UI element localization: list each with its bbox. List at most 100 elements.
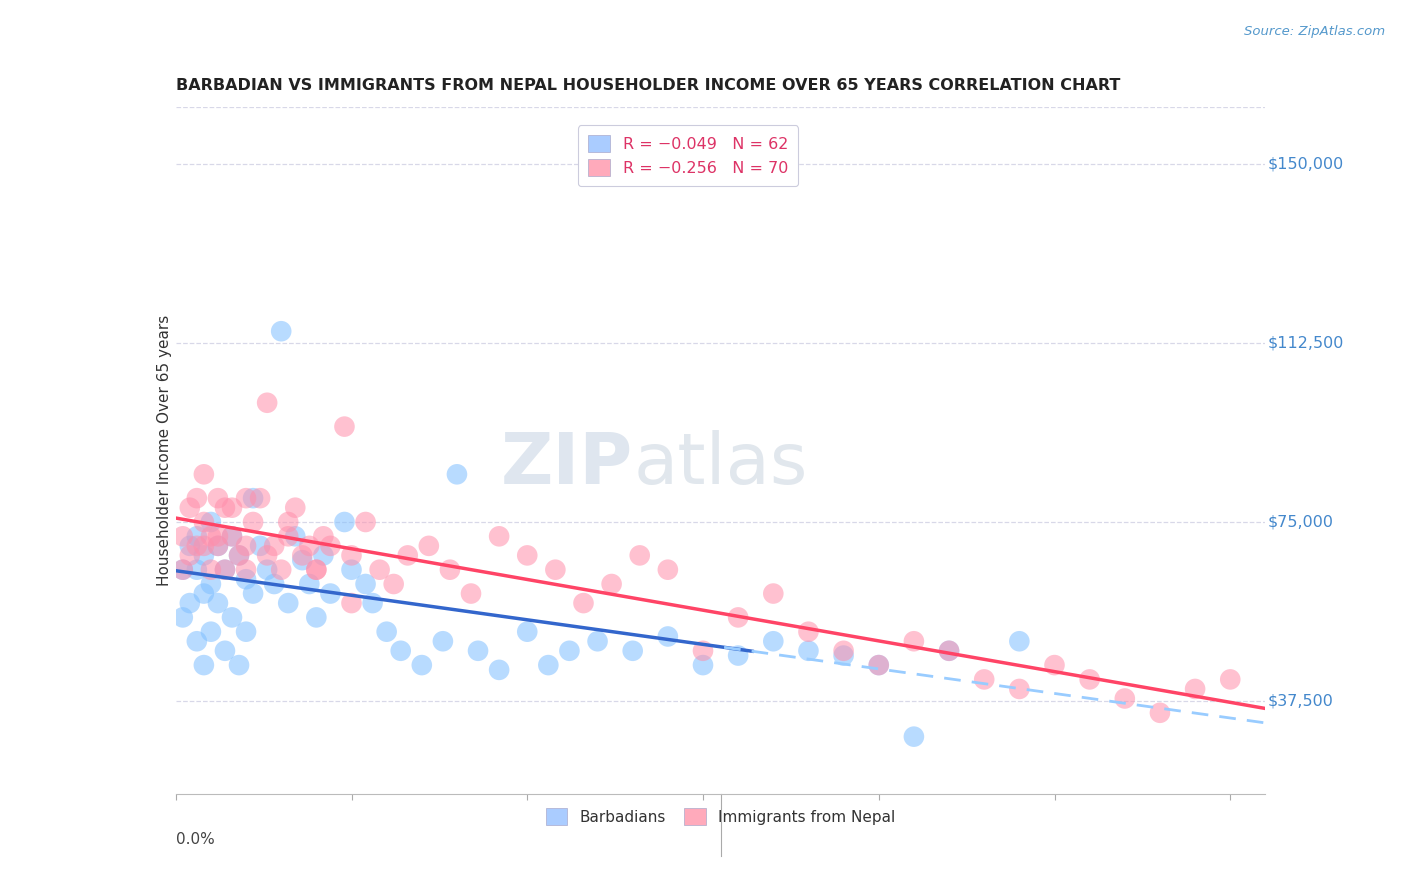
Point <box>439 563 461 577</box>
Text: $150,000: $150,000 <box>1268 157 1344 172</box>
Point <box>354 515 377 529</box>
Point <box>228 549 250 563</box>
Point <box>277 529 299 543</box>
Point <box>172 610 194 624</box>
Point <box>411 658 433 673</box>
Point <box>235 539 257 553</box>
Point <box>193 539 215 553</box>
Point <box>797 624 820 639</box>
Point <box>319 539 342 553</box>
Point <box>537 658 560 673</box>
Point <box>762 586 785 600</box>
Point <box>1008 634 1031 648</box>
Point <box>1149 706 1171 720</box>
Point <box>600 577 623 591</box>
Point <box>221 529 243 543</box>
Point <box>207 491 229 505</box>
Point <box>418 539 440 553</box>
Point <box>333 515 356 529</box>
Point <box>193 515 215 529</box>
Point <box>235 572 257 586</box>
Point <box>340 549 363 563</box>
Point <box>1078 673 1101 687</box>
Text: $112,500: $112,500 <box>1268 335 1344 351</box>
Point <box>200 529 222 543</box>
Point <box>361 596 384 610</box>
Point <box>621 644 644 658</box>
Point <box>221 529 243 543</box>
Point <box>692 644 714 658</box>
Point <box>762 634 785 648</box>
Point <box>207 596 229 610</box>
Point <box>488 663 510 677</box>
Point <box>572 596 595 610</box>
Point <box>207 529 229 543</box>
Point <box>193 586 215 600</box>
Point <box>727 610 749 624</box>
Text: atlas: atlas <box>633 430 808 499</box>
Point <box>193 549 215 563</box>
Point <box>312 549 335 563</box>
Point <box>868 658 890 673</box>
Point <box>368 563 391 577</box>
Point <box>186 491 208 505</box>
Text: $37,500: $37,500 <box>1268 693 1333 708</box>
Point <box>305 563 328 577</box>
Point <box>172 563 194 577</box>
Point <box>200 515 222 529</box>
Point <box>291 549 314 563</box>
Point <box>172 563 194 577</box>
Point <box>298 539 321 553</box>
Point <box>319 586 342 600</box>
Point <box>382 577 405 591</box>
Point <box>214 500 236 515</box>
Point <box>242 491 264 505</box>
Point <box>354 577 377 591</box>
Point <box>832 644 855 658</box>
Text: 0.0%: 0.0% <box>176 831 215 847</box>
Point <box>558 644 581 658</box>
Point <box>263 539 285 553</box>
Point <box>207 539 229 553</box>
Point <box>193 467 215 482</box>
Point <box>235 624 257 639</box>
Point <box>179 549 201 563</box>
Point <box>221 610 243 624</box>
Point <box>221 500 243 515</box>
Point <box>284 529 307 543</box>
Point <box>1219 673 1241 687</box>
Point <box>1008 681 1031 696</box>
Point <box>179 539 201 553</box>
Point <box>333 419 356 434</box>
Point <box>214 563 236 577</box>
Point <box>242 515 264 529</box>
Text: Source: ZipAtlas.com: Source: ZipAtlas.com <box>1244 25 1385 38</box>
Point <box>249 539 271 553</box>
Point <box>200 563 222 577</box>
Point <box>270 563 292 577</box>
Point <box>375 624 398 639</box>
Point <box>432 634 454 648</box>
Text: $75,000: $75,000 <box>1268 515 1333 530</box>
Point <box>389 644 412 658</box>
Text: ZIP: ZIP <box>501 430 633 499</box>
Point <box>460 586 482 600</box>
Point <box>938 644 960 658</box>
Point <box>277 515 299 529</box>
Point <box>214 644 236 658</box>
Point <box>516 624 538 639</box>
Point <box>586 634 609 648</box>
Point <box>727 648 749 663</box>
Point <box>249 491 271 505</box>
Point <box>312 529 335 543</box>
Point <box>228 658 250 673</box>
Point <box>446 467 468 482</box>
Point <box>516 549 538 563</box>
Point <box>186 634 208 648</box>
Point <box>263 577 285 591</box>
Point <box>1114 691 1136 706</box>
Point <box>186 529 208 543</box>
Point <box>938 644 960 658</box>
Point <box>172 529 194 543</box>
Point <box>186 563 208 577</box>
